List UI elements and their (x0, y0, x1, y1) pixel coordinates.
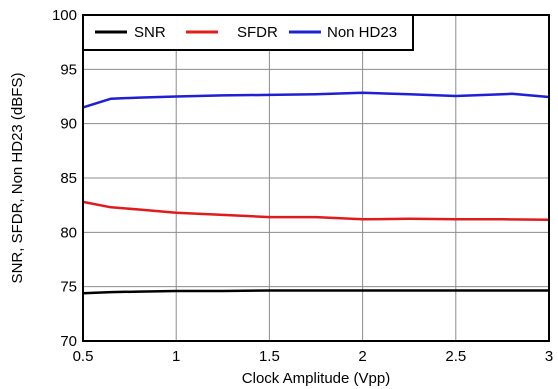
legend-label-non-hd23: Non HD23 (327, 24, 397, 41)
y-tick-label: 75 (60, 279, 77, 296)
x-tick-labels: 0.5 1 1.5 2 2.5 3 (73, 348, 554, 365)
y-tick-label: 100 (52, 7, 77, 24)
y-axis-label: SNR, SFDR, Non HD23 (dBFS) (9, 73, 26, 284)
x-axis-label: Clock Amplitude (Vpp) (242, 370, 390, 387)
x-tick-label: 3 (545, 348, 553, 365)
y-tick-label: 70 (60, 333, 77, 350)
series-line-sfdr (82, 200, 550, 222)
y-tick-label: 90 (60, 116, 77, 133)
series-line-non-hd23 (82, 91, 550, 109)
legend: SNR SFDR Non HD23 (82, 14, 414, 51)
legend-label-sfdr: SFDR (237, 24, 278, 41)
legend-label-snr: SNR (134, 24, 166, 41)
y-tick-label: 85 (60, 170, 77, 187)
x-tick-label: 2 (358, 348, 366, 365)
series-lines (82, 91, 550, 295)
series-line-snr (82, 289, 549, 295)
x-tick-label: 1.5 (259, 348, 280, 365)
y-tick-label: 95 (60, 61, 77, 78)
x-tick-label: 2.5 (445, 348, 466, 365)
legend-box (82, 14, 414, 51)
x-tick-label: 0.5 (73, 348, 94, 365)
y-tick-labels: 70 75 80 85 90 95 100 (52, 7, 77, 350)
x-tick-label: 1 (172, 348, 180, 365)
y-tick-label: 80 (60, 224, 77, 241)
